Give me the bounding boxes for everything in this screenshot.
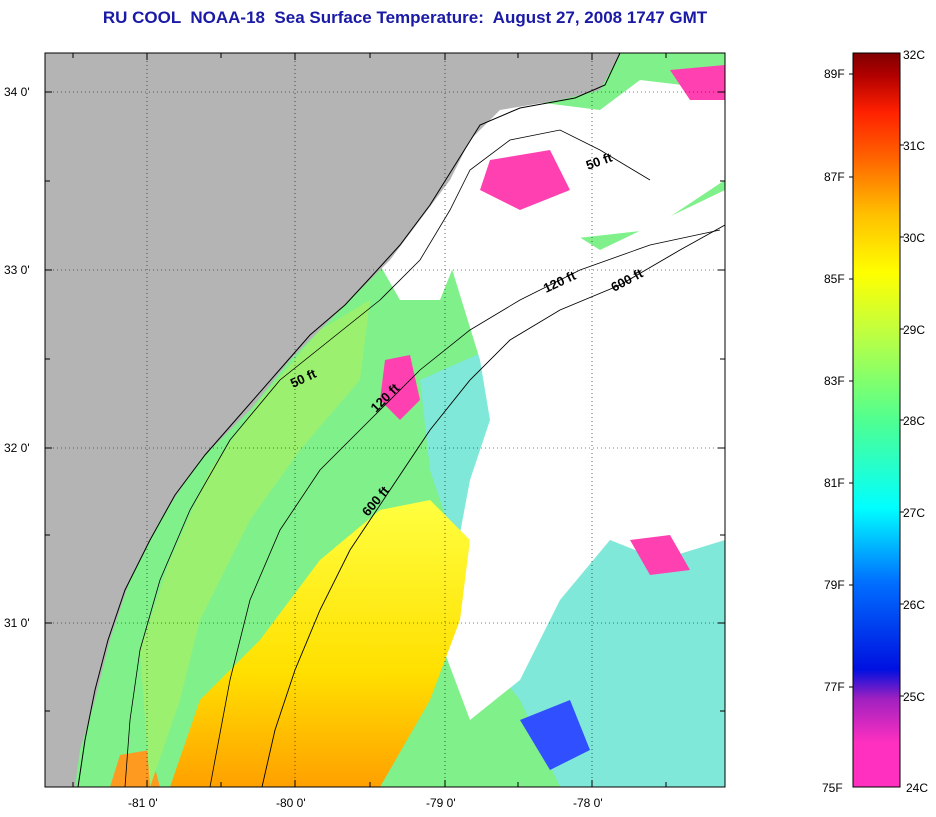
colorbar-c-label: 28C: [903, 414, 925, 428]
colorbar-f-label: 81F: [824, 476, 845, 490]
colorbar-f-label: 83F: [824, 374, 845, 388]
map-title: RU COOL NOAA-18 Sea Surface Temperature:…: [102, 8, 708, 27]
ticks: [45, 53, 725, 787]
cold-patch-mid: [380, 355, 420, 420]
colorbar-c-label: 29C: [903, 323, 925, 337]
lon-label: -80 0': [276, 796, 306, 810]
colorbar-f-label: 79F: [824, 578, 845, 592]
colorbar-f-label: 75F: [822, 781, 843, 795]
colorbar-ticks: [849, 73, 904, 697]
lon-label: -78 0': [573, 796, 603, 810]
colorbar-c-label: 31C: [903, 139, 925, 153]
blue-patch: [520, 700, 590, 770]
coastline: [77, 53, 621, 787]
graticule: [45, 53, 725, 787]
colorbar-c-label: 25C: [903, 690, 925, 704]
map-frame: [44, 52, 726, 788]
isobath-50ft: [124, 129, 651, 787]
lat-label: 32 0': [4, 441, 30, 455]
colorbar-c-label: 30C: [903, 231, 925, 245]
lon-label: -79 0': [426, 796, 456, 810]
lat-label: 33 0': [4, 263, 30, 277]
warm-water-yellow: [170, 500, 470, 787]
colorbar-c-label: 27C: [903, 506, 925, 520]
colorbar-c-label: 26C: [903, 598, 925, 612]
colorbar-c-label: 32C: [903, 48, 925, 62]
colorbar-gradient: [852, 52, 901, 788]
colorbar-f-label: 87F: [824, 170, 845, 184]
colorbar-f-label: 89F: [824, 67, 845, 81]
colorbar-f-label: 77F: [824, 680, 845, 694]
isobath-120ft: [209, 229, 721, 787]
lat-label: 34 0': [4, 85, 30, 99]
cloud-north: [420, 80, 725, 280]
colorbar-c-label: 24C: [906, 781, 928, 795]
cold-patch-north: [480, 150, 570, 210]
land-mass: [45, 53, 620, 787]
lat-label: 31 0': [4, 616, 30, 630]
green-shelf: [140, 300, 370, 787]
colorbar-f-label: 85F: [824, 272, 845, 286]
cold-patch-ne: [670, 65, 725, 100]
warm-water-orange: [110, 750, 160, 787]
cloud-region: [440, 190, 725, 720]
lon-label: -81 0': [128, 796, 158, 810]
map-area: 50 ft 120 ft 600 ft 50 ft 120 ft 600 ft: [45, 53, 725, 787]
cold-patch-east: [630, 535, 690, 575]
